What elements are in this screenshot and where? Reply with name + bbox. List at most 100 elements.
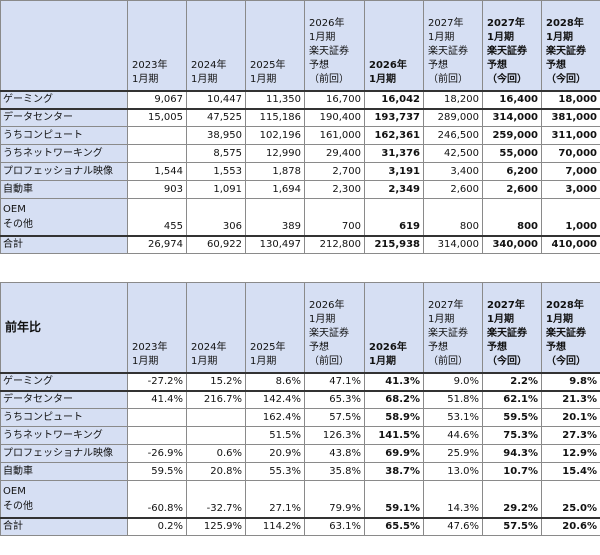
row-label: OEM その他: [0, 198, 128, 237]
value-cell: 70,000: [541, 144, 600, 163]
growth-col-header-line: 1月期: [250, 355, 277, 367]
growth-col-header-line: 予想: [428, 341, 448, 353]
value-cell: 212,800: [304, 235, 365, 254]
value-cell: 41.3%: [364, 372, 424, 392]
sales-col-header-line: 1月期: [428, 31, 455, 43]
row-label: プロフェッショナル映像: [0, 162, 128, 181]
sales-col-header-line: 1月期: [132, 73, 159, 85]
sales-col-header: 2027年 1月期 楽天証券 予想 （今回）: [482, 0, 542, 92]
sales-col-header-line: 2024年: [191, 59, 227, 71]
table-row: 合計 0.2% 125.9% 114.2% 63.1% 65.5% 47.6% 57.5% 20…: [0, 517, 600, 536]
row-label: プロフェッショナル映像: [0, 444, 128, 463]
value-cell: 16,042: [364, 90, 424, 110]
value-cell: 62.1%: [482, 390, 542, 409]
table-row: 合計 26,974 60,922 130,497 212,800 215,938 314,0…: [0, 235, 600, 254]
value-cell: 6,200: [482, 162, 542, 181]
value-cell: 18,000: [541, 90, 600, 110]
row-label-line: その他: [3, 500, 33, 512]
value-cell: 47.1%: [304, 372, 365, 392]
value-cell: 114.2%: [245, 517, 305, 536]
sales-col-header-line: 2027年: [487, 17, 525, 29]
value-cell: 800: [423, 198, 483, 237]
table-row: プロフェッショナル映像 1,544 1,553 1,878 2,700 3,191 3,40…: [0, 162, 600, 181]
growth-col-header-line: 2027年: [428, 299, 464, 311]
value-cell: 2,349: [364, 180, 424, 199]
growth-col-header-line: 1月期: [428, 313, 455, 325]
growth-body: ゲーミング -27.2% 15.2% 8.6% 47.1% 41.3% 9.0% 2.2% 9.…: [0, 372, 600, 536]
growth-col-header-line: （今回）: [546, 355, 586, 367]
value-cell: 3,000: [541, 180, 600, 199]
growth-col-header-line: 2026年: [369, 341, 407, 353]
value-cell: 142.4%: [245, 390, 305, 409]
sales-col-header-line: （今回）: [487, 73, 527, 85]
growth-col-header: 2025年 1月期: [245, 282, 305, 374]
row-label: 合計: [0, 517, 128, 536]
sales-body: ゲーミング 9,067 10,447 11,350 16,700 16,042 18,200…: [0, 90, 600, 254]
value-cell: 2,600: [482, 180, 542, 199]
table-row: OEM その他 455 306 389 700 619 800 800 1,000: [0, 198, 600, 237]
value-cell: 381,000: [541, 108, 600, 127]
value-cell: 216.7%: [186, 390, 246, 409]
growth-col-header: 2028年 1月期 楽天証券 予想 （今回）: [541, 282, 600, 374]
value-cell: 42,500: [423, 144, 483, 163]
value-cell: 1,553: [186, 162, 246, 181]
row-label-line: うちコンピュート: [3, 130, 83, 141]
growth-col-header-line: （前回）: [309, 355, 349, 367]
value-cell: 12,990: [245, 144, 305, 163]
growth-col-header: 2023年 1月期: [127, 282, 187, 374]
value-cell: 58.9%: [364, 408, 424, 427]
row-label: OEM その他: [0, 480, 128, 519]
table-row: うちコンピュート 38,950 102,196 161,000 162,361 246,5…: [0, 126, 600, 145]
value-cell: 12.9%: [541, 444, 600, 463]
table-row: うちネットワーキング 51.5% 126.3% 141.5% 44.6% 75.3% 27.…: [0, 426, 600, 445]
value-cell: 2,300: [304, 180, 365, 199]
value-cell: 20.9%: [245, 444, 305, 463]
row-label: 自動車: [0, 180, 128, 199]
row-label: ゲーミング: [0, 90, 128, 110]
row-label: 自動車: [0, 462, 128, 481]
sales-col-header: 2026年 1月期 楽天証券 予想 （前回）: [304, 0, 365, 92]
value-cell: 259,000: [482, 126, 542, 145]
sales-col-header-line: 1月期: [487, 31, 514, 43]
value-cell: -32.7%: [186, 480, 246, 519]
value-cell: 59.5%: [482, 408, 542, 427]
row-label: データセンター: [0, 108, 128, 127]
value-cell: 455: [127, 198, 187, 237]
value-cell: 115,186: [245, 108, 305, 127]
row-label-line: その他: [3, 218, 33, 230]
sales-col-header-line: 1月期: [369, 73, 396, 85]
value-cell: 27.3%: [541, 426, 600, 445]
value-cell: 25.0%: [541, 480, 600, 519]
value-cell: 55.3%: [245, 462, 305, 481]
value-cell: 44.6%: [423, 426, 483, 445]
growth-col-header-line: 1月期: [191, 355, 218, 367]
value-cell: [127, 408, 187, 427]
sales-col-header-line: （前回）: [309, 73, 349, 85]
sales-col-header-line: 予想: [428, 59, 448, 71]
value-cell: -60.8%: [127, 480, 187, 519]
table-row: 自動車 903 1,091 1,694 2,300 2,349 2,600 2,600 3,00…: [0, 180, 600, 199]
value-cell: 2,600: [423, 180, 483, 199]
value-cell: 55,000: [482, 144, 542, 163]
value-cell: 1,000: [541, 198, 600, 237]
value-cell: 314,000: [482, 108, 542, 127]
value-cell: 246,500: [423, 126, 483, 145]
value-cell: 60,922: [186, 235, 246, 254]
growth-col-header-line: 予想: [309, 341, 329, 353]
growth-col-header-line: 楽天証券: [309, 327, 349, 339]
value-cell: 69.9%: [364, 444, 424, 463]
value-cell: 7,000: [541, 162, 600, 181]
sales-col-header-line: 予想: [309, 59, 329, 71]
value-cell: 311,000: [541, 126, 600, 145]
value-cell: 126.3%: [304, 426, 365, 445]
sales-col-header-line: 1月期: [546, 31, 573, 43]
value-cell: 59.5%: [127, 462, 187, 481]
value-cell: 65.3%: [304, 390, 365, 409]
value-cell: 25.9%: [423, 444, 483, 463]
value-cell: 63.1%: [304, 517, 365, 536]
value-cell: 289,000: [423, 108, 483, 127]
value-cell: 0.6%: [186, 444, 246, 463]
growth-col-header-line: 2023年: [132, 341, 168, 353]
value-cell: 389: [245, 198, 305, 237]
value-cell: 11,350: [245, 90, 305, 110]
